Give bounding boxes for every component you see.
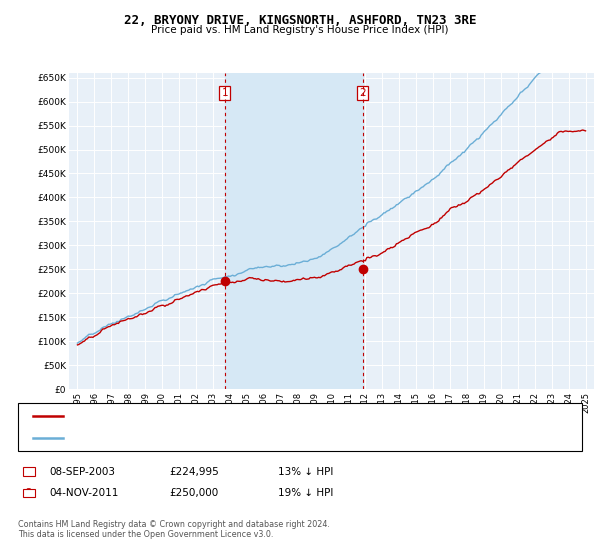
Text: £224,995: £224,995	[170, 466, 220, 477]
Text: 19% ↓ HPI: 19% ↓ HPI	[278, 488, 333, 498]
Text: 13% ↓ HPI: 13% ↓ HPI	[278, 466, 333, 477]
Text: 2: 2	[359, 88, 366, 99]
Text: £250,000: £250,000	[170, 488, 219, 498]
Text: 08-SEP-2003: 08-SEP-2003	[50, 466, 116, 477]
Text: 22, BRYONY DRIVE, KINGSNORTH, ASHFORD, TN23 3RE: 22, BRYONY DRIVE, KINGSNORTH, ASHFORD, T…	[124, 14, 476, 27]
Text: HPI: Average price, detached house, Ashford: HPI: Average price, detached house, Ashf…	[69, 433, 271, 442]
Text: 1: 1	[25, 466, 32, 477]
Text: 04-NOV-2011: 04-NOV-2011	[50, 488, 119, 498]
Bar	[224, 73, 362, 389]
Text: Price paid vs. HM Land Registry's House Price Index (HPI): Price paid vs. HM Land Registry's House …	[151, 25, 449, 35]
Text: 2: 2	[25, 488, 32, 498]
Text: 1: 1	[221, 88, 228, 99]
Text: Contains HM Land Registry data © Crown copyright and database right 2024.
This d: Contains HM Land Registry data © Crown c…	[18, 520, 330, 539]
Text: 22, BRYONY DRIVE, KINGSNORTH, ASHFORD, TN23 3RE (detached house): 22, BRYONY DRIVE, KINGSNORTH, ASHFORD, T…	[69, 412, 399, 421]
